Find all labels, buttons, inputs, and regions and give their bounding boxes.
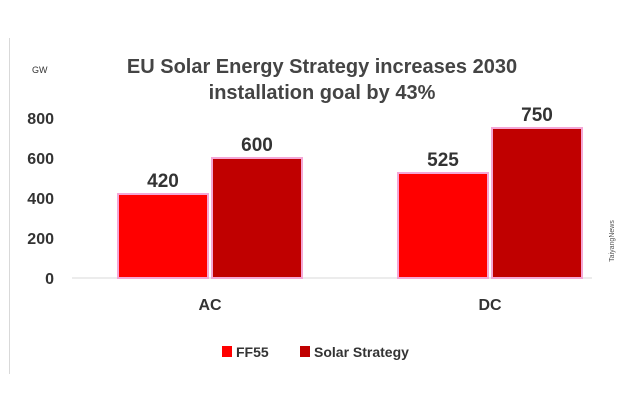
- x-axis-ticks: AC DC: [198, 297, 502, 314]
- y-tick-label: 800: [27, 111, 54, 128]
- y-tick-label: 0: [45, 271, 54, 288]
- y-tick-label: 200: [27, 231, 54, 248]
- y-tick-label: 600: [27, 151, 54, 168]
- legend-swatch-solar-strategy: [300, 346, 310, 357]
- unit-label: GW: [32, 65, 48, 75]
- legend-label: FF55: [236, 344, 269, 360]
- y-tick-label: 400: [27, 191, 54, 208]
- chart-title-line-1: EU Solar Energy Strategy increases 2030: [127, 56, 517, 78]
- data-label: 600: [241, 135, 273, 156]
- chart-title-line-2: installation goal by 43%: [209, 82, 436, 104]
- x-tick-label: DC: [478, 297, 502, 314]
- data-label: 750: [521, 105, 553, 126]
- y-axis-ticks: 0 200 400 600 800: [27, 111, 54, 288]
- bar-ff55-ac: [117, 193, 209, 279]
- bar-solar-strategy-dc: [491, 127, 583, 279]
- watermark-side-note: TaiyangNews: [609, 220, 616, 262]
- frame-left-border: [9, 38, 10, 374]
- legend-label: Solar Strategy: [314, 344, 409, 360]
- bar-series-group: [117, 127, 583, 279]
- legend: FF55 Solar Strategy: [222, 344, 409, 360]
- data-label: 420: [147, 171, 179, 192]
- data-label: 525: [427, 150, 459, 171]
- bar-ff55-dc: [397, 172, 489, 279]
- x-tick-label: AC: [198, 297, 222, 314]
- legend-swatch-ff55: [222, 346, 232, 357]
- data-labels-group: 420 525 600 750: [147, 105, 553, 192]
- bar-solar-strategy-ac: [211, 157, 303, 279]
